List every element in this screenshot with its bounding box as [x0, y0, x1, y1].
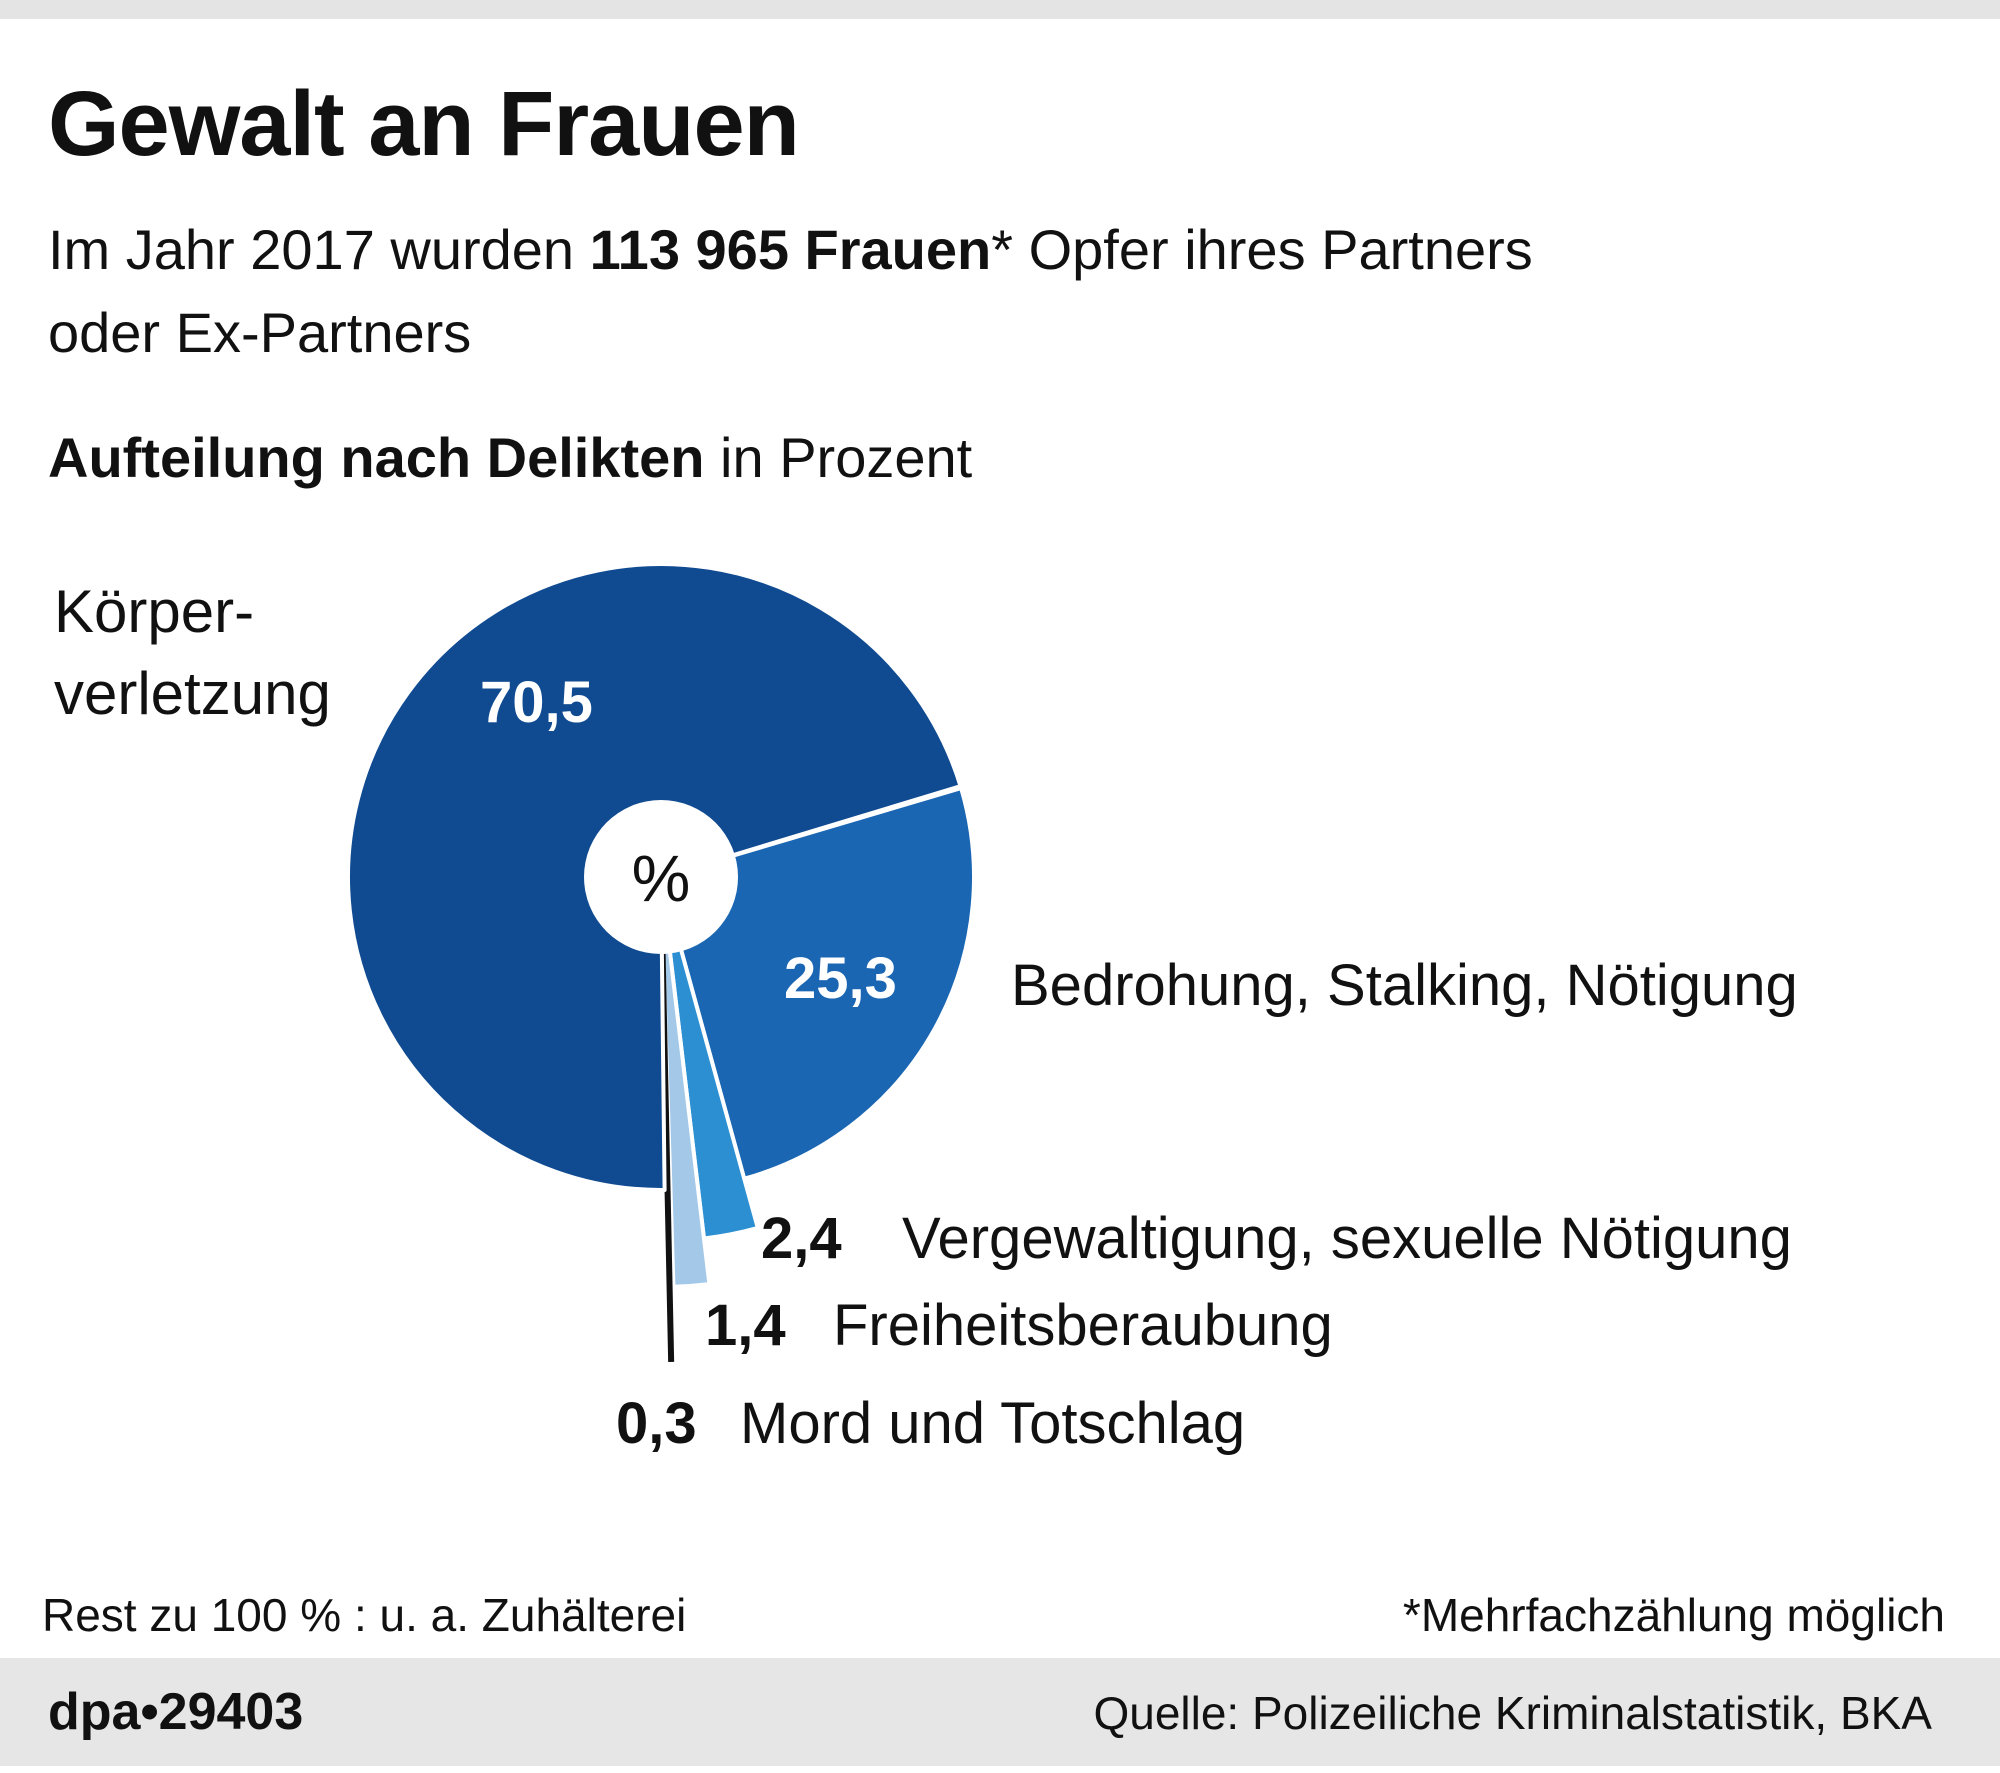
slice-label-mord: Mord und Totschlag — [740, 1391, 1246, 1456]
pie-slice-2 — [659, 786, 976, 1181]
slice-label-koerperverletzung-2: verletzung — [54, 660, 331, 727]
subtitle-line-2: oder Ex-Partners — [48, 301, 472, 364]
subtitle-post: * Opfer ihres Partners — [991, 218, 1533, 281]
subtitle-line-1: Im Jahr 2017 wurden 113 965 Frauen* Opfe… — [48, 222, 1533, 278]
value-label-70-5: 70,5 — [480, 670, 593, 735]
subtitle-pre: Im Jahr 2017 wurden — [48, 218, 590, 281]
slice-label-freiheitsberaubung: Freiheitsberaubung — [833, 1293, 1333, 1358]
value-label-1-4: 1,4 — [705, 1293, 786, 1358]
agency-credit: dpa•29403 — [48, 1683, 304, 1741]
value-label-0-3: 0,3 — [616, 1391, 697, 1456]
section-heading-normal: in Prozent — [704, 426, 973, 489]
footer-band — [0, 1658, 2000, 1766]
rest-note: Rest zu 100 % : u. a. Zuhälterei — [42, 1589, 687, 1641]
footnote: *Mehrfachzählung möglich — [1402, 1589, 1945, 1641]
slice-label-vergewaltigung: Vergewaltigung, sexuelle Nötigung — [902, 1206, 1792, 1271]
donut-hole — [584, 800, 738, 954]
slice-label-koerperverletzung-1: Körper- — [54, 578, 255, 645]
subtitle-bold: 113 965 Frauen — [589, 218, 992, 281]
top-border — [0, 0, 2000, 19]
slice-label-bedrohung: Bedrohung, Stalking, Nötigung — [1011, 953, 1798, 1018]
center-percent-label: % — [632, 841, 691, 915]
value-label-25-3: 25,3 — [784, 946, 897, 1011]
chart-title: Gewalt an Frauen — [48, 73, 800, 175]
pie-slice-4 — [659, 875, 712, 1289]
section-heading-bold: Aufteilung nach Delikten — [48, 426, 705, 489]
section-heading: Aufteilung nach Delikten in Prozent — [48, 430, 972, 486]
value-label-2-4: 2,4 — [761, 1206, 842, 1271]
source-credit: Quelle: Polizeiliche Kriminalstatistik, … — [1093, 1687, 1932, 1739]
